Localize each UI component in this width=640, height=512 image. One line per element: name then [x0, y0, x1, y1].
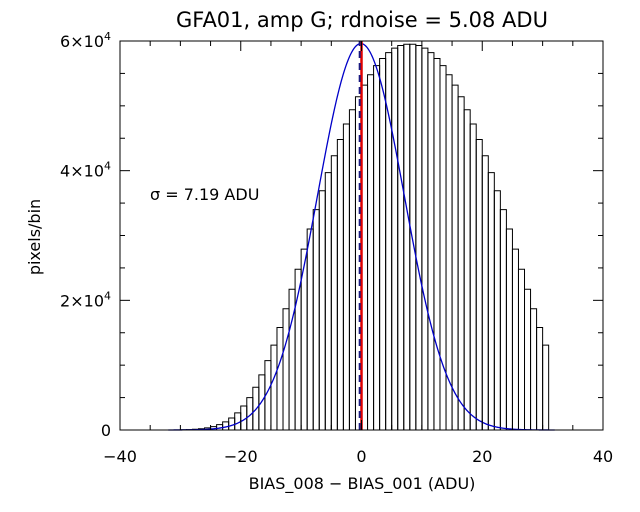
histogram-bin: [542, 344, 550, 430]
y-tick-label: 4×104: [60, 160, 111, 181]
y-tick-label: 0: [101, 421, 111, 440]
x-axis-label: BIAS_008 − BIAS_001 (ADU): [249, 474, 476, 494]
y-tick-labels: 0 2×104 4×104 6×104: [60, 30, 111, 440]
y-tick-label: 2×104: [60, 289, 111, 310]
x-tick-label: −40: [103, 447, 137, 466]
tick-layer: [119, 40, 604, 431]
x-tick-label: 40: [593, 447, 613, 466]
y-axis-label: pixels/bin: [25, 199, 44, 275]
x-tick-label: 0: [356, 447, 366, 466]
marker-layer: [358, 41, 363, 430]
chart-title: GFA01, amp G; rdnoise = 5.08 ADU: [176, 8, 548, 32]
x-tick-label: 20: [472, 447, 492, 466]
y-tick-label: 6×104: [60, 30, 111, 51]
x-tick-label: −20: [224, 447, 258, 466]
x-tick-labels: −40 −20 0 20 40: [103, 447, 613, 466]
sigma-annotation: σ = 7.19 ADU: [150, 185, 259, 204]
histogram-layer: [179, 43, 550, 431]
